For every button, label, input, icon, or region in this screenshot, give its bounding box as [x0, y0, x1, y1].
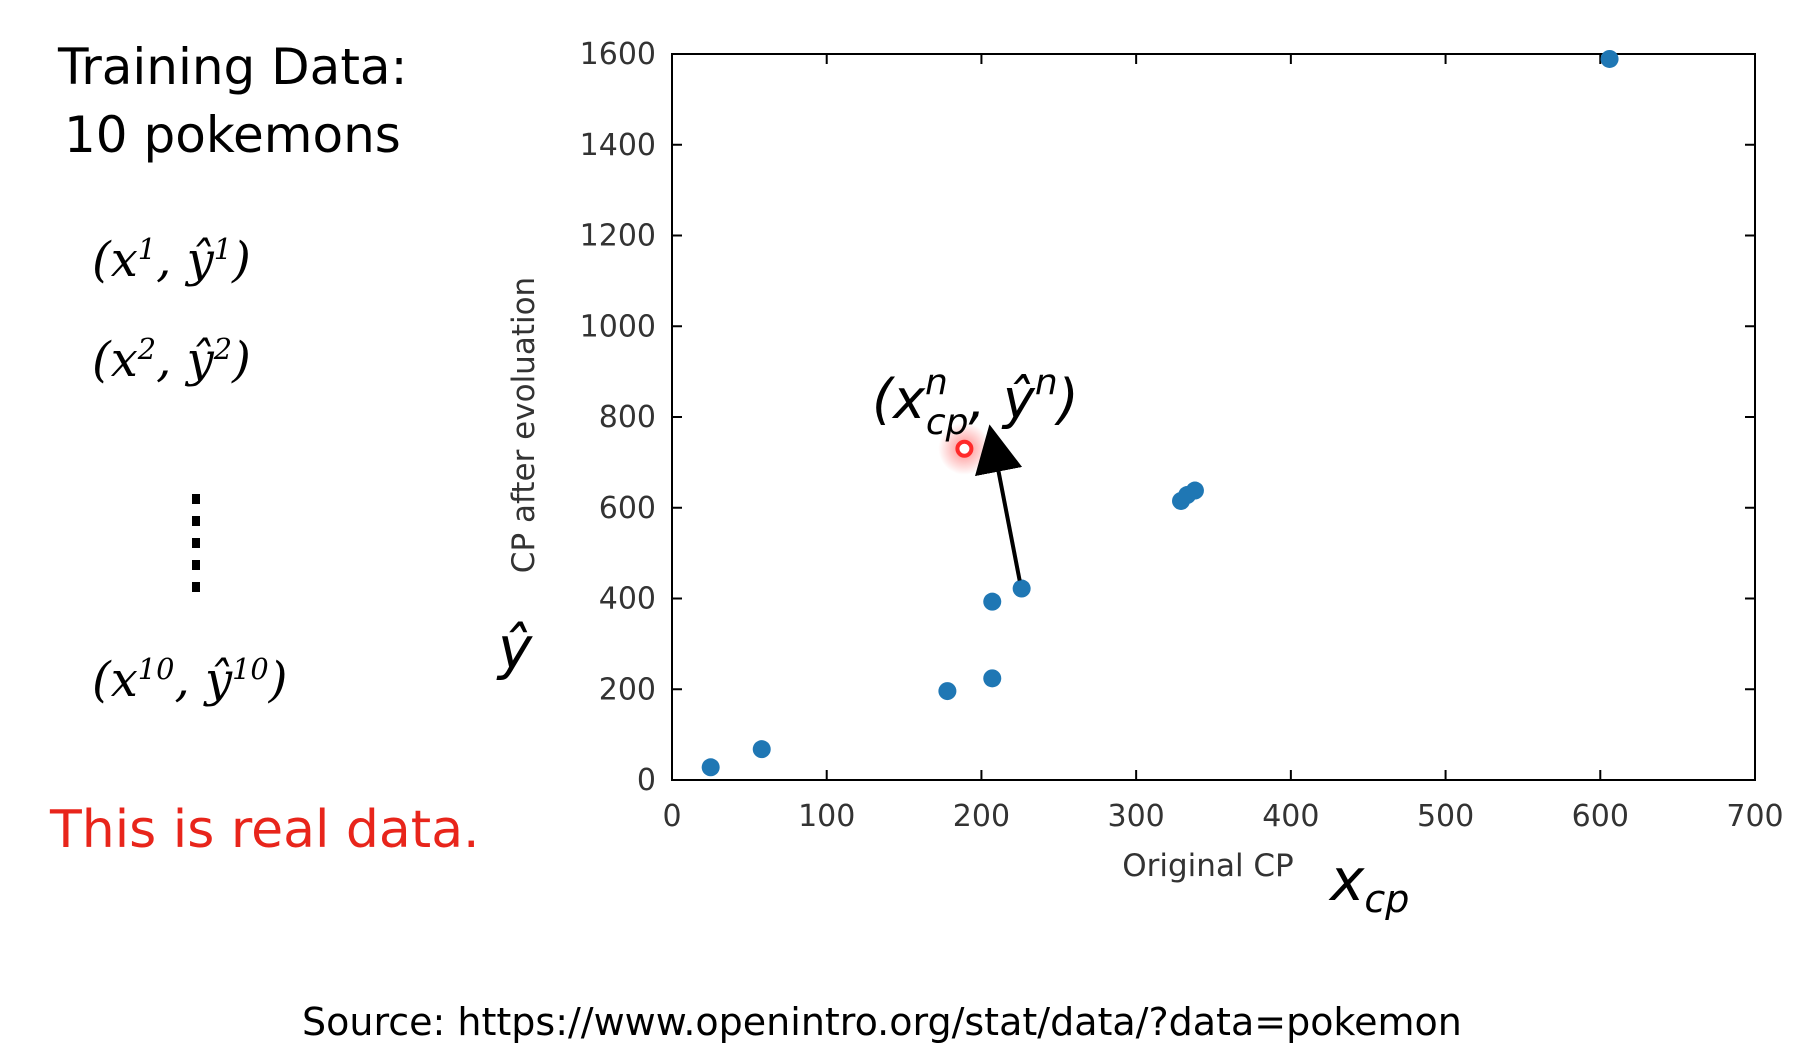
- xcp-axis-symbol: xcp: [1328, 846, 1409, 921]
- training-pair-10: (x10, ŷ10): [92, 652, 288, 708]
- annotation-sup-n2: n: [1035, 362, 1058, 403]
- x-tick-label: 300: [1108, 799, 1165, 834]
- highlight-point: [955, 439, 974, 458]
- pair-1-index-y: 1: [213, 232, 233, 266]
- y-tick-label: 1000: [580, 309, 656, 344]
- y-axis-label: CP after evoluation: [506, 277, 542, 573]
- scatter-point: [752, 740, 771, 759]
- scatter-point: [983, 592, 1002, 611]
- x-tick-label: 500: [1417, 799, 1474, 834]
- scatter-point: [1600, 49, 1619, 68]
- scatter-point: [1185, 481, 1204, 500]
- scatter-point: [1012, 579, 1031, 598]
- x-tick-label: 100: [798, 799, 855, 834]
- pair-10-index: 10: [137, 652, 175, 686]
- x-tick-label: 200: [953, 799, 1010, 834]
- training-pair-1: (x1, ŷ1): [92, 232, 251, 288]
- y-tick-label: 0: [637, 763, 656, 798]
- x-tick-label: 700: [1726, 799, 1783, 834]
- scatter-point: [938, 682, 957, 701]
- scatter-point: [701, 758, 720, 777]
- annotation-yhat: ŷ: [1001, 368, 1036, 431]
- annotation-sup-n: n: [925, 362, 948, 403]
- y-tick-label: 400: [599, 582, 656, 617]
- training-title-line1: Training Data:: [58, 38, 408, 96]
- scatter-point: [983, 669, 1002, 688]
- pair-1-index: 1: [137, 232, 157, 266]
- pair-2-index-y: 2: [213, 332, 233, 366]
- x-axis-label: Original CP: [1122, 848, 1294, 884]
- real-data-note: This is real data.: [50, 800, 480, 860]
- x-tick-label: 0: [662, 799, 681, 834]
- yhat-axis-symbol: ŷ: [496, 614, 533, 682]
- yhat-symbol: ŷ: [186, 232, 214, 288]
- xcp-x: x: [1328, 846, 1365, 914]
- source-citation: Source: https://www.openintro.org/stat/d…: [302, 1000, 1462, 1044]
- y-tick-label: 1400: [580, 128, 656, 163]
- y-tick-label: 1600: [580, 37, 656, 72]
- y-tick-label: 600: [599, 491, 656, 526]
- plot-frame: [671, 53, 1756, 781]
- x-tick-label: 400: [1262, 799, 1319, 834]
- y-tick-label: 1200: [580, 219, 656, 254]
- xcp-subscript: cp: [1364, 877, 1409, 921]
- pair-2-index: 2: [137, 332, 157, 366]
- y-tick-label: 800: [599, 400, 656, 435]
- annotation-label: (xn cp, ŷn): [872, 362, 1079, 443]
- y-tick-label: 200: [599, 672, 656, 707]
- annotation-arrow: [974, 424, 1023, 581]
- pair-10-index-y: 10: [232, 652, 269, 686]
- training-pair-2: (x2, ŷ2): [92, 332, 251, 388]
- annotation-sub-cp: cp: [926, 402, 969, 443]
- training-title-line2: 10 pokemons: [64, 106, 401, 164]
- vertical-ellipsis: [192, 494, 200, 604]
- yhat-symbol: ŷ: [186, 332, 214, 388]
- x-tick-label: 600: [1572, 799, 1629, 834]
- yhat-symbol: ŷ: [204, 652, 233, 708]
